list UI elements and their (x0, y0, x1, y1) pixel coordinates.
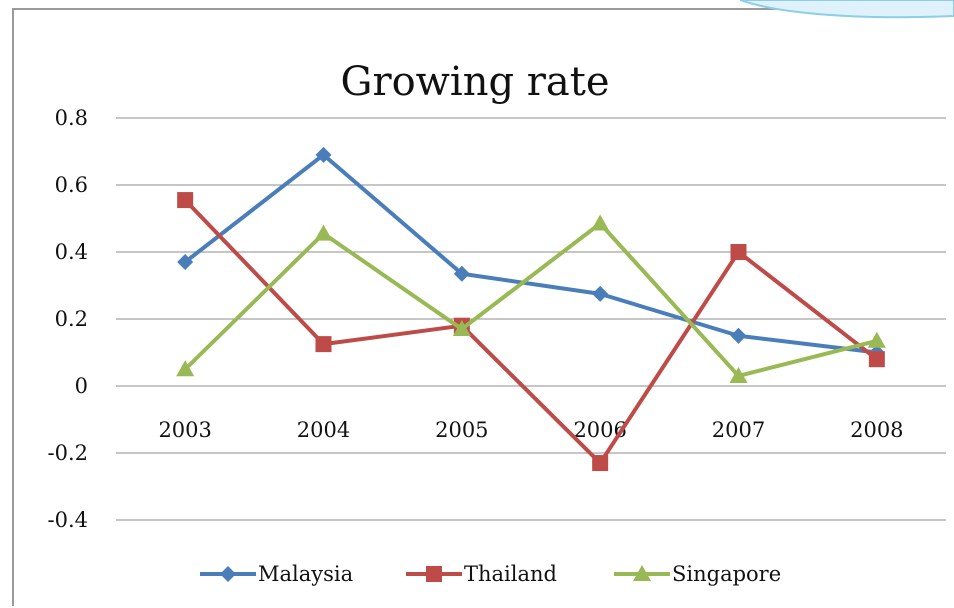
data-point (315, 146, 332, 163)
data-point (867, 331, 886, 348)
chart-title: Growing rate (341, 59, 610, 105)
data-point (314, 224, 333, 241)
legend-item-singapore: Singapore (614, 562, 781, 586)
legend-label: Malaysia (258, 562, 353, 586)
y-tick-label: 0.8 (55, 106, 88, 130)
series-malaysia (177, 146, 885, 361)
data-point (730, 327, 747, 344)
page-curl-decoration (740, 0, 954, 19)
y-tick-label: 0.2 (55, 307, 88, 331)
legend-label: Singapore (672, 562, 781, 586)
data-point (176, 360, 195, 377)
data-point (177, 192, 194, 209)
series-line (183, 198, 879, 466)
legend-marker (633, 565, 651, 581)
data-point (729, 366, 748, 383)
data-point (453, 265, 470, 282)
data-point (177, 254, 194, 271)
x-tick-label: 2006 (573, 418, 626, 442)
y-axis-tick-labels: -0.4 -0.2 0 0.2 0.4 0.6 0.8 (48, 106, 89, 532)
series-thailand (177, 192, 885, 472)
y-tick-label: -0.2 (48, 441, 89, 465)
x-tick-label: 2008 (850, 418, 903, 442)
legend-marker (220, 566, 236, 582)
x-axis-tick-labels: 2003 2004 2005 2006 2007 2008 (158, 418, 903, 442)
series-line (183, 221, 878, 378)
data-point (591, 214, 610, 231)
x-tick-label: 2007 (712, 418, 765, 442)
data-point (592, 455, 609, 472)
legend-marker (426, 566, 442, 582)
y-tick-label: -0.4 (48, 508, 89, 532)
x-tick-label: 2003 (158, 418, 211, 442)
chart-frame (12, 8, 952, 606)
gridlines (116, 117, 946, 521)
data-point (592, 285, 609, 302)
legend: Malaysia Thailand Singapore (200, 562, 781, 586)
y-tick-label: 0.4 (55, 240, 88, 264)
data-point (730, 244, 747, 260)
y-tick-label: 0 (75, 374, 88, 398)
legend-label: Thailand (464, 562, 557, 586)
legend-item-malaysia: Malaysia (200, 562, 353, 586)
series-lines (176, 146, 886, 472)
data-point (315, 336, 332, 353)
data-point (868, 351, 885, 368)
legend-item-thailand: Thailand (406, 562, 557, 586)
series-singapore (176, 214, 886, 383)
data-point (452, 320, 471, 337)
x-tick-label: 2004 (297, 418, 350, 442)
series-line (183, 152, 878, 355)
x-tick-label: 2005 (435, 418, 488, 442)
y-tick-label: 0.6 (55, 173, 88, 197)
